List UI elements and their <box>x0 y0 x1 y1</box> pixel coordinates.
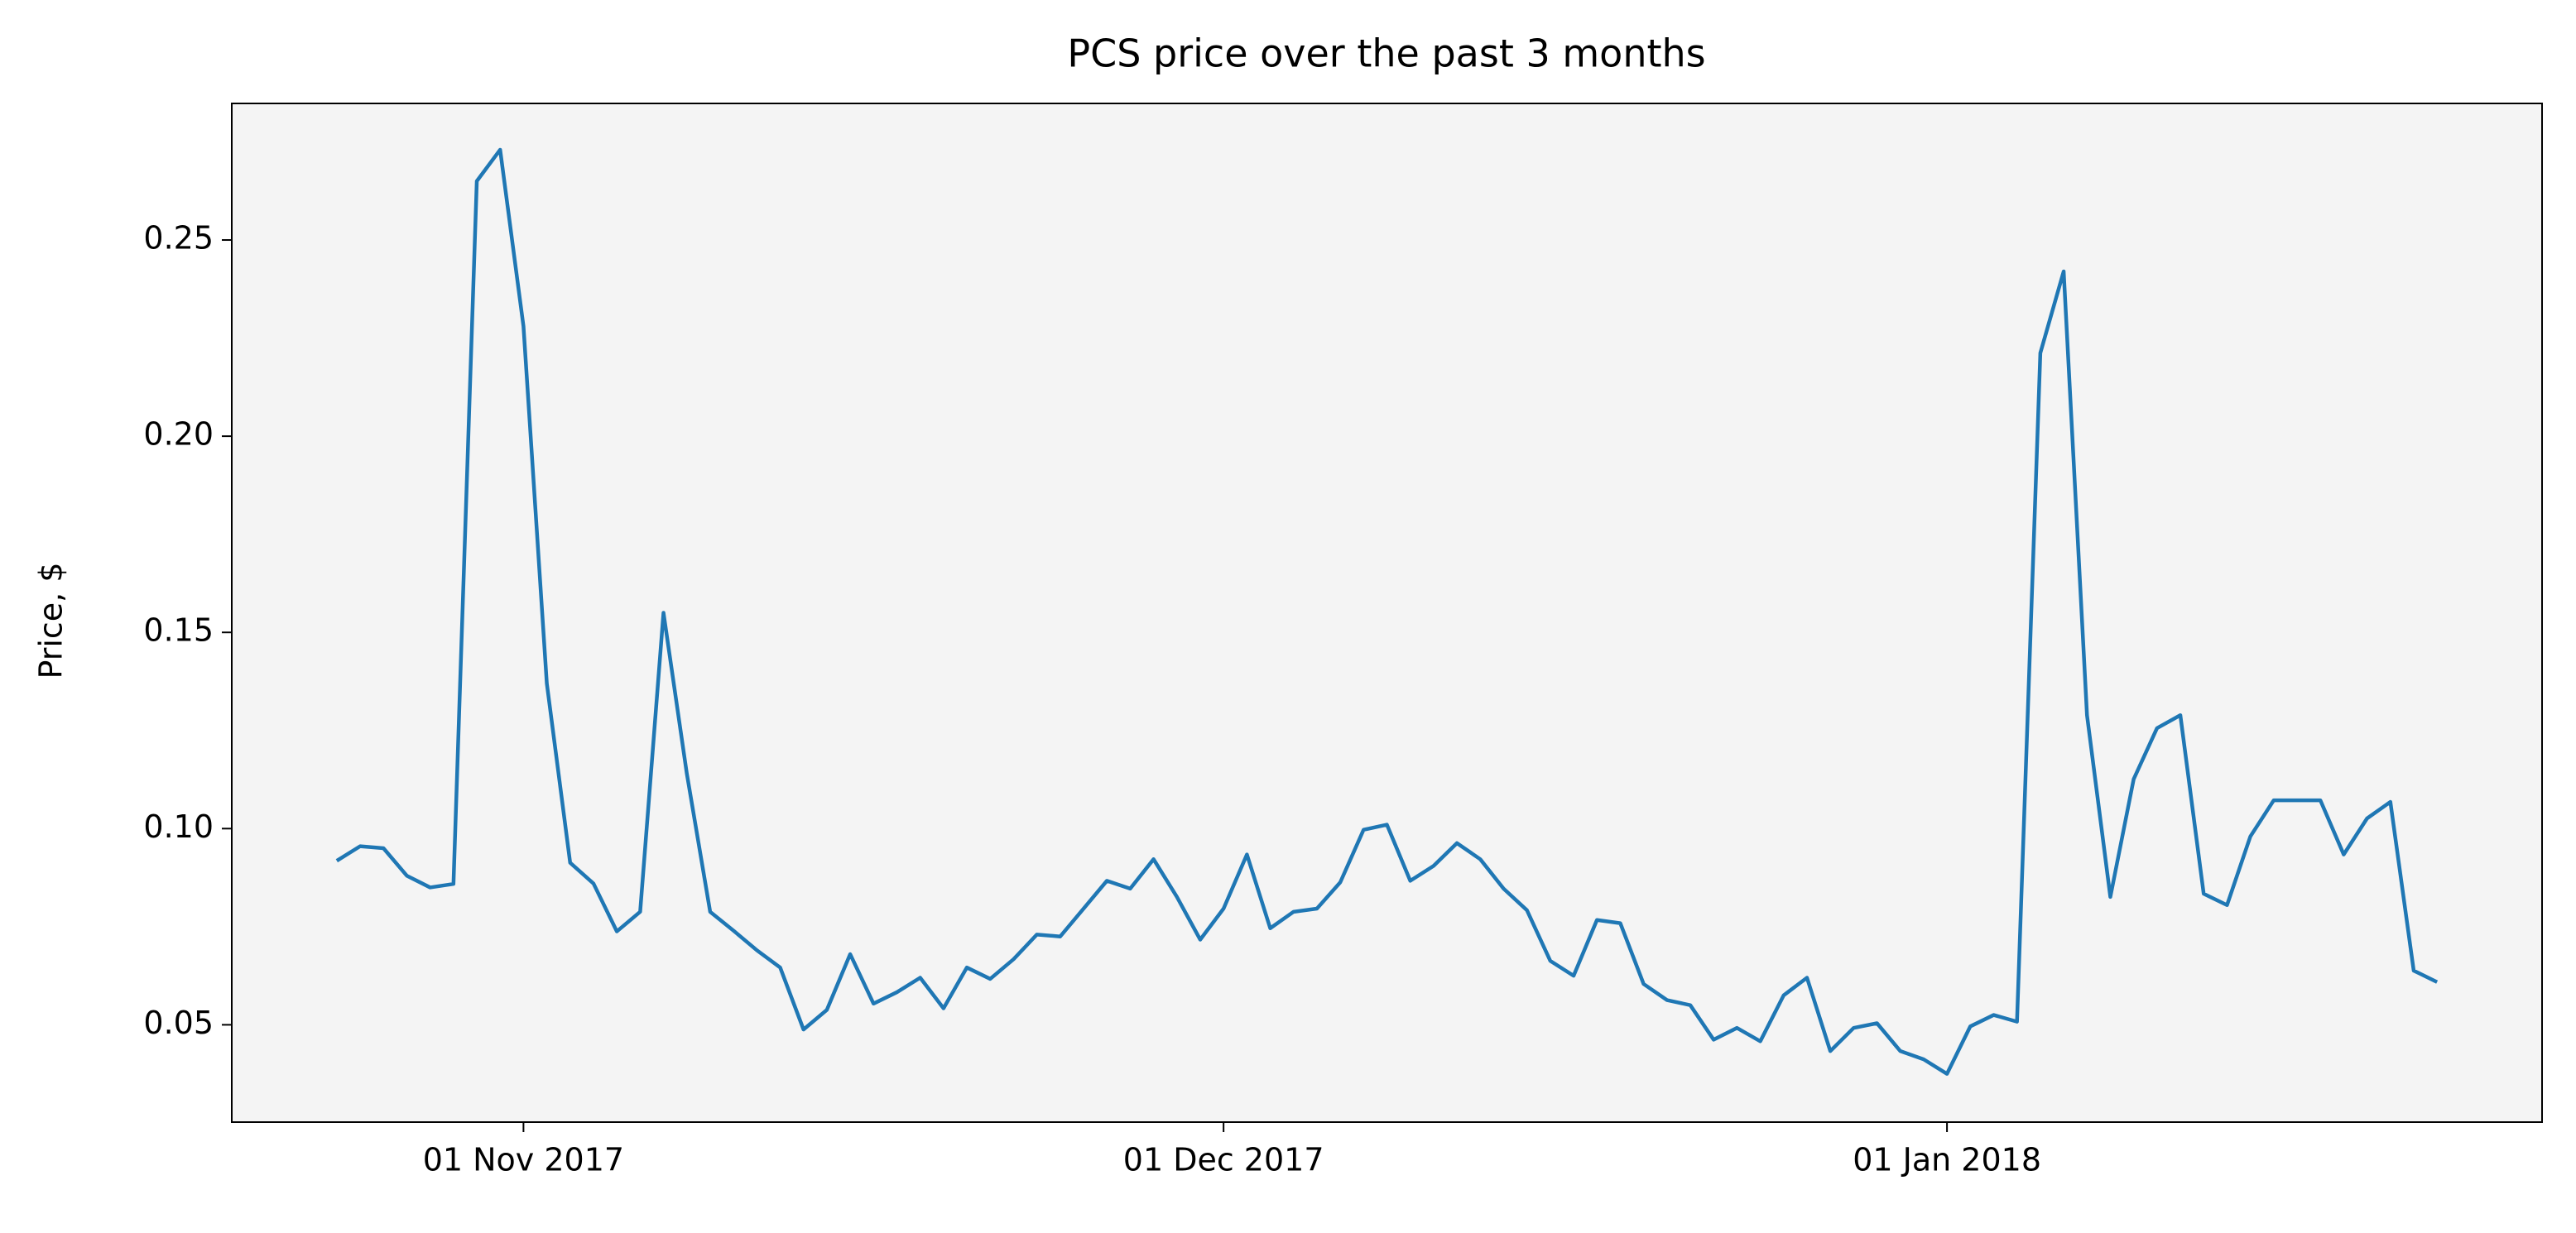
y-tick-label: 0.20 <box>143 416 214 453</box>
x-tick-label: 01 Jan 2018 <box>1853 1142 2041 1178</box>
plot-frame <box>231 103 2543 1123</box>
plot-background <box>232 103 2542 1122</box>
y-axis-label: Price, $ <box>33 562 70 679</box>
x-tick-label: 01 Dec 2017 <box>1123 1142 1324 1178</box>
y-tick-label: 0.10 <box>143 808 214 845</box>
price-line <box>335 147 2439 1076</box>
y-tick-label: 0.15 <box>143 612 214 649</box>
y-tick-label: 0.05 <box>143 1005 214 1041</box>
x-tick-label: 01 Nov 2017 <box>423 1142 624 1178</box>
chart-title: PCS price over the past 3 months <box>1067 31 1705 76</box>
y-tick-label: 0.25 <box>143 220 214 257</box>
